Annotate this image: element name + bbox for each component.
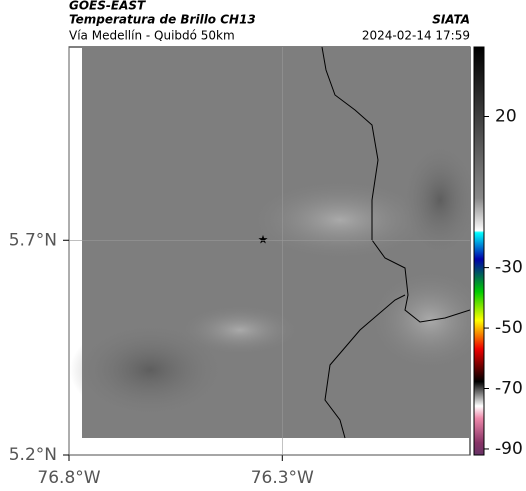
colorbar-label: -50 [495,318,523,338]
agency: SIATA [432,13,470,27]
colorbar-label: -30 [495,258,523,278]
title: Temperatura de Brillo CH13 [69,13,256,27]
subtitle: Vía Medellín - Quibdó 50km [69,29,235,43]
y-tick-label: 5.2°N [9,445,57,465]
colorbar [473,46,485,456]
imagery [70,47,470,439]
source: GOES-EAST [69,0,146,13]
location-marker: ★ [258,233,269,247]
colorbar-label: 20 [495,107,517,127]
datetime: 2024-02-14 17:59 [362,29,470,43]
colorbar-label: -90 [495,439,523,459]
x-tick-label: 76.3°W [251,468,314,488]
x-tick-label: 76.8°W [37,468,100,488]
colorbar-label: -70 [495,379,523,399]
y-tick-label: 5.7°N [9,230,57,250]
